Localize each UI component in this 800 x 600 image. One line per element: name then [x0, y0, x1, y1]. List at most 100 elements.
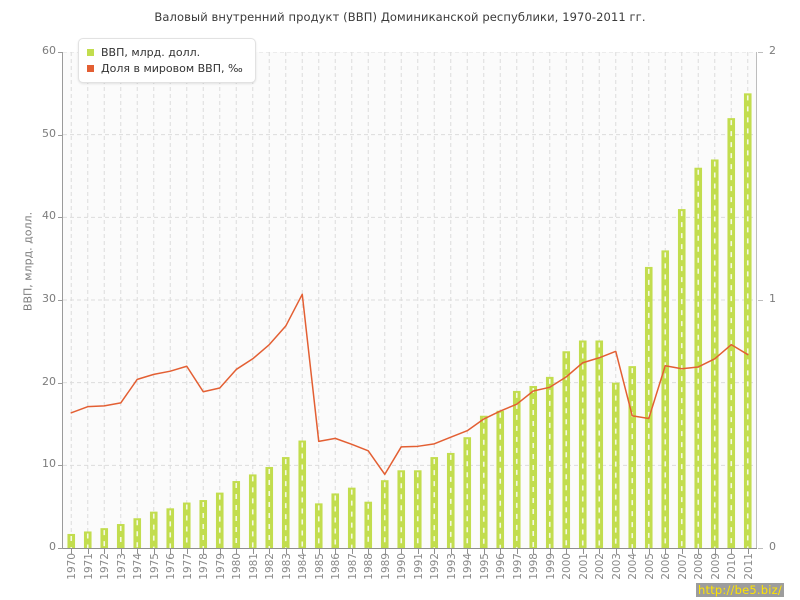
y-axis-left-tick-mark — [58, 548, 63, 549]
x-axis-tick-mark — [615, 549, 617, 554]
y-axis-right-tick-label: 0 — [769, 540, 776, 553]
x-axis-tick-label: 1995 — [478, 553, 491, 580]
x-axis-tick-mark — [533, 549, 535, 554]
x-axis-tick-label: 1971 — [82, 553, 95, 580]
x-axis-tick-mark — [599, 549, 601, 554]
x-axis-tick-label: 2006 — [660, 553, 673, 580]
x-axis-tick-mark — [335, 549, 337, 554]
x-axis-tick-label: 1978 — [198, 553, 211, 580]
x-axis-tick-mark — [236, 549, 238, 554]
x-axis-tick-mark — [104, 549, 106, 554]
y-axis-left-tick-mark — [58, 300, 63, 301]
x-axis-tick-label: 1974 — [132, 553, 145, 580]
x-axis-tick-mark — [632, 549, 634, 554]
x-axis-tick-mark — [681, 549, 683, 554]
x-axis-tick-label: 1977 — [181, 553, 194, 580]
legend-swatch-gdp — [87, 48, 94, 56]
x-axis-tick-label: 1973 — [115, 553, 128, 580]
x-axis-tick-mark — [582, 549, 584, 554]
x-axis-tick-label: 1991 — [412, 553, 425, 580]
y-axis-right-tick-mark — [758, 52, 763, 53]
x-axis-tick-label: 1999 — [544, 553, 557, 580]
x-axis-tick-mark — [318, 549, 320, 554]
x-axis-tick-mark — [137, 549, 139, 554]
x-axis-tick-mark — [368, 549, 370, 554]
x-axis-tick-mark — [450, 549, 452, 554]
x-axis-tick-label: 2005 — [643, 553, 656, 580]
y-axis-left-tick-label: 20 — [42, 374, 56, 388]
y-axis-right-tick-label: 2 — [769, 44, 776, 57]
x-axis-tick-mark — [549, 549, 551, 554]
y-axis-left-tick-label: 30 — [42, 292, 56, 305]
x-axis-tick-mark — [71, 549, 73, 554]
x-axis-tick-mark — [120, 549, 122, 554]
x-axis-tick-label: 2004 — [627, 553, 640, 580]
y-axis-left-tick-mark — [58, 382, 63, 384]
x-axis-tick-mark — [269, 549, 271, 554]
x-axis-tick-mark — [467, 549, 469, 554]
x-axis-tick-mark — [698, 549, 700, 554]
legend-item-share: Доля в мировом ВВП, ‰ — [87, 60, 243, 76]
y-axis-left-tick-label: 0 — [49, 540, 56, 553]
x-axis-tick-mark — [384, 549, 386, 554]
x-axis-tick-mark — [731, 549, 733, 554]
x-axis-tick-label: 1997 — [511, 553, 524, 580]
x-axis-tick-mark — [219, 549, 221, 554]
x-axis-tick-mark — [351, 549, 353, 554]
y-axis-right-tick-label: 1 — [769, 292, 776, 305]
x-axis-tick-label: 1982 — [264, 553, 277, 580]
x-axis-tick-label: 2001 — [577, 553, 590, 580]
x-axis-tick-label: 1985 — [313, 553, 326, 580]
x-axis-tick-mark — [500, 549, 502, 554]
x-axis-tick-label: 1975 — [148, 553, 161, 580]
x-axis-tick-label: 2007 — [676, 553, 689, 580]
x-axis-tick-label: 2003 — [610, 553, 623, 580]
y-axis-right-tick-mark — [758, 300, 763, 301]
legend-item-gdp: ВВП, млрд. долл. — [87, 44, 243, 60]
y-axis-left-tick-label: 10 — [42, 457, 56, 471]
x-axis-tick-label: 1981 — [247, 553, 260, 580]
x-axis-tick-mark — [434, 549, 436, 554]
y-axis-left-tick-mark — [58, 134, 63, 136]
x-axis-tick-label: 1983 — [280, 553, 293, 580]
x-axis-tick-mark — [714, 549, 716, 554]
x-axis-tick-label: 1988 — [363, 553, 376, 580]
x-axis-tick-mark — [186, 549, 188, 554]
x-axis-tick-mark — [747, 549, 749, 554]
x-axis-tick-label: 1992 — [429, 553, 442, 580]
x-axis-tick-label: 2000 — [561, 553, 574, 580]
legend-label-share: Доля в мировом ВВП, ‰ — [101, 61, 243, 75]
x-axis-tick-mark — [401, 549, 403, 554]
x-axis-tick-label: 1972 — [99, 553, 112, 580]
x-axis-tick-mark — [648, 549, 650, 554]
plot-svg — [63, 52, 756, 548]
x-axis-tick-mark — [153, 549, 155, 554]
x-axis-tick-label: 1990 — [396, 553, 409, 580]
x-axis-tick-mark — [203, 549, 205, 554]
x-axis-tick-label: 1998 — [528, 553, 541, 580]
x-axis-tick-label: 1976 — [165, 553, 178, 580]
x-axis-tick-label: 1994 — [462, 553, 475, 580]
x-axis-tick-mark — [285, 549, 287, 554]
x-axis-tick-mark — [417, 549, 419, 554]
x-axis-tick-label: 1989 — [379, 553, 392, 580]
x-axis-tick-label: 1986 — [330, 553, 343, 580]
x-axis-tick-label: 1980 — [231, 553, 244, 580]
legend-swatch-share — [87, 64, 94, 72]
x-axis-tick-mark — [516, 549, 518, 554]
y-axis-left-tick-mark — [58, 52, 63, 53]
y-axis-left-tick-mark — [58, 217, 63, 219]
x-axis-tick-mark — [665, 549, 667, 554]
x-axis-tick-label: 2002 — [594, 553, 607, 580]
y-axis-left-tick-label: 40 — [42, 209, 56, 223]
plot-area — [63, 52, 756, 548]
chart-title: Валовый внутренний продукт (ВВП) Доминик… — [154, 10, 646, 24]
x-axis-tick-mark — [566, 549, 568, 554]
y-axis-left-tick-label: 60 — [42, 44, 56, 57]
x-axis-line — [62, 548, 757, 549]
watermark-link[interactable]: http://be5.biz/ — [696, 583, 784, 597]
y-axis-left-tick-label: 50 — [42, 126, 56, 140]
y-axis-left-tick-mark — [58, 465, 63, 467]
y-axis-right-line — [756, 52, 757, 549]
